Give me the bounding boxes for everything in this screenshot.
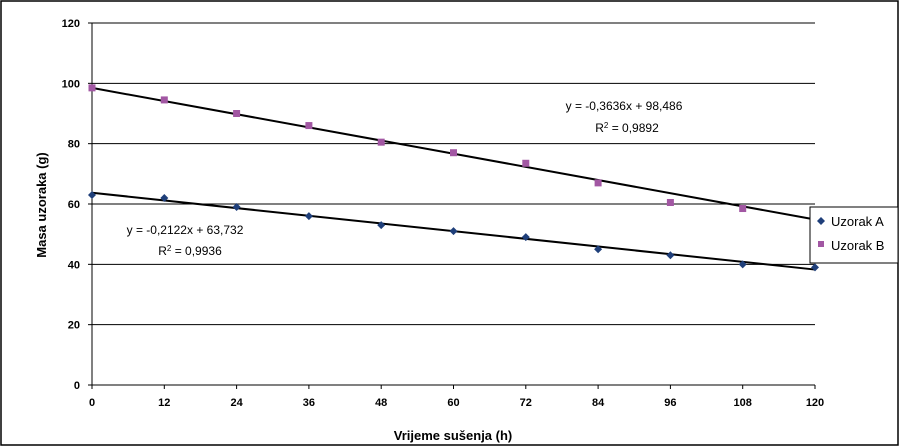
legend-box (809, 206, 899, 264)
y-tick-label-80: 80 (68, 139, 80, 151)
data-point-series-1-2 (233, 110, 241, 117)
data-point-series-1-3 (305, 122, 313, 130)
x-tick-label-60: 60 (447, 397, 459, 409)
data-point-series-0-0 (88, 190, 96, 199)
legend-label-uzorak-b: Uzorak B (831, 238, 884, 253)
legend-label-uzorak-a: Uzorak A (831, 214, 884, 229)
y-tick-label-0: 0 (74, 380, 80, 392)
legend-marker-uzorak-b (818, 241, 824, 247)
data-point-series-0-9 (738, 260, 747, 269)
y-tick-label-100: 100 (62, 78, 80, 90)
legend: Uzorak A Uzorak B (809, 206, 899, 264)
x-tick-label-36: 36 (303, 397, 315, 409)
data-point-series-1-0 (88, 84, 96, 92)
x-tick-label-108: 108 (734, 397, 752, 409)
x-tick-label-120: 120 (806, 397, 824, 409)
x-tick-label-72: 72 (520, 397, 532, 409)
trendline-r2-b: R2 = 0,9892 (595, 121, 659, 136)
x-tick-label-24: 24 (230, 397, 243, 409)
x-tick-label-96: 96 (664, 397, 676, 409)
trendline-equation-b: y = -0,3636x + 98,486 (566, 99, 683, 113)
data-point-series-0-4 (377, 221, 386, 230)
data-point-series-0-6 (521, 233, 530, 242)
data-point-series-1-5 (450, 149, 457, 157)
y-tick-label-60: 60 (68, 199, 80, 211)
data-point-series-1-4 (377, 138, 385, 146)
data-point-series-0-10 (811, 263, 819, 272)
data-point-series-0-7 (594, 245, 603, 254)
data-point-series-1-1 (160, 96, 168, 104)
data-point-series-1-6 (522, 159, 530, 167)
trendline-equation-a: y = -0,2122x + 63,732 (127, 223, 244, 237)
y-tick-label-40: 40 (68, 259, 80, 271)
y-tick-label-20: 20 (68, 320, 80, 332)
data-point-series-0-5 (449, 227, 458, 236)
marker-layer (88, 84, 819, 272)
data-point-series-0-1 (160, 193, 169, 202)
x-axis-title: Vrijeme sušenja (h) (394, 428, 513, 443)
trendline-r2-a: R2 = 0,9936 (158, 244, 222, 259)
legend-marker-uzorak-a (817, 217, 825, 225)
y-axis-title: Masa uzoraka (g) (34, 152, 49, 257)
data-point-series-0-2 (232, 203, 241, 212)
data-point-series-0-8 (666, 251, 675, 260)
x-tick-label-12: 12 (158, 397, 170, 409)
x-tick-label-0: 0 (89, 397, 95, 409)
y-tick-label-120: 120 (62, 18, 80, 30)
data-point-series-0-3 (304, 212, 313, 221)
data-point-series-1-7 (594, 179, 602, 187)
x-tick-label-84: 84 (592, 397, 605, 409)
data-point-series-1-9 (739, 205, 747, 213)
tick-label-layer: 0 20 40 60 80 100 120 0 12 24 36 48 60 72 84 96 108 120 (62, 18, 825, 409)
x-tick-label-48: 48 (375, 397, 387, 409)
data-point-series-1-8 (666, 198, 674, 206)
